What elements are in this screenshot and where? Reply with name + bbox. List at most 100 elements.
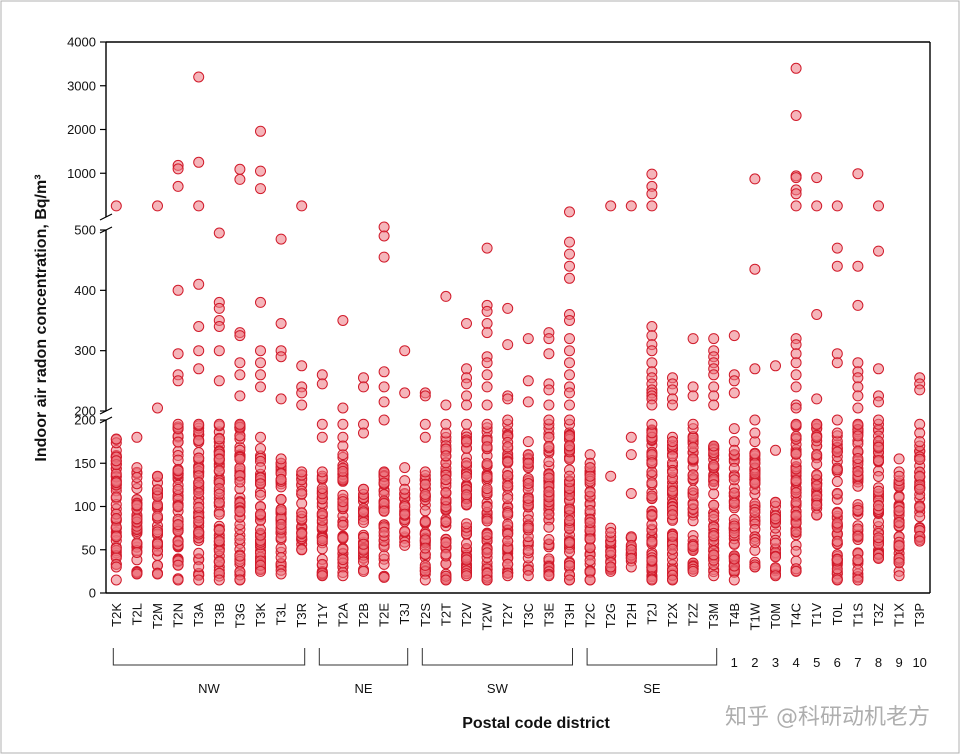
- data-point: [110, 513, 122, 524]
- data-point: [728, 487, 740, 499]
- outlier-point: [378, 381, 390, 393]
- data-point: [811, 509, 823, 521]
- data-point: [193, 561, 205, 573]
- data-point: [914, 535, 926, 547]
- outlier-point: [296, 399, 308, 411]
- data-point: [584, 486, 596, 498]
- data-point: [358, 565, 369, 577]
- outlier-point: [502, 393, 514, 405]
- data-point: [193, 515, 205, 527]
- data-point: [564, 546, 575, 558]
- data-point: [811, 480, 823, 492]
- x-category-label: T3K: [253, 603, 268, 627]
- data-point: [481, 501, 493, 513]
- data-point: [522, 544, 534, 556]
- outlier-point: [646, 357, 658, 369]
- y-tick-label: 100: [74, 499, 96, 514]
- outlier-point: [481, 305, 493, 317]
- data-point: [646, 574, 658, 586]
- outlier-point: [831, 242, 843, 254]
- outlier-point: [234, 330, 246, 342]
- data-point: [502, 558, 514, 570]
- data-point: [234, 506, 246, 518]
- y-axis-title: Indoor air radon concentration, Bq/m³: [33, 174, 50, 461]
- numbered-label: 1: [731, 655, 738, 670]
- data-point: [770, 496, 781, 508]
- outlier-point: [399, 387, 411, 399]
- outlier-point: [749, 263, 761, 275]
- outlier-point: [893, 557, 905, 569]
- outlier-point: [481, 327, 493, 339]
- data-point: [399, 508, 411, 520]
- data-point: [728, 574, 740, 586]
- data-point: [275, 494, 287, 505]
- x-category-label: T3P: [912, 603, 927, 627]
- x-category-label: T3R: [294, 603, 309, 628]
- data-point: [687, 499, 699, 511]
- data-point: [749, 468, 761, 480]
- data-point: [234, 574, 246, 586]
- group-label: NW: [198, 681, 220, 696]
- data-point: [749, 448, 761, 460]
- x-axis-title: Postal code district: [462, 715, 610, 732]
- data-point: [131, 513, 143, 525]
- outlier-point: [358, 381, 369, 393]
- data-point: [296, 528, 308, 540]
- data-points: [110, 62, 926, 586]
- data-point: [110, 433, 122, 445]
- outlier-point: [255, 125, 266, 137]
- data-point: [131, 462, 143, 474]
- data-point: [893, 516, 905, 528]
- outlier-point: [378, 396, 390, 408]
- data-point: [770, 513, 781, 525]
- data-point: [708, 549, 720, 561]
- outlier-point: [831, 200, 843, 212]
- data-point: [296, 544, 308, 556]
- outlier-point: [790, 62, 802, 74]
- outlier-point: [564, 399, 575, 411]
- data-point: [667, 574, 678, 586]
- x-category-label: T0M: [768, 603, 783, 629]
- data-point: [687, 469, 699, 481]
- outlier-point: [502, 302, 514, 314]
- data-point: [790, 565, 802, 577]
- outlier-point: [275, 351, 287, 363]
- outlier-point: [852, 357, 864, 369]
- data-point: [502, 493, 514, 505]
- data-point: [358, 506, 369, 518]
- outlier-point: [255, 183, 266, 195]
- data-point: [543, 456, 555, 468]
- data-point: [255, 431, 266, 443]
- data-point: [213, 545, 225, 557]
- outlier-point: [234, 357, 246, 369]
- outlier-point: [914, 483, 926, 495]
- outlier-point: [852, 168, 864, 180]
- data-point: [667, 509, 678, 521]
- x-category-label: T2H: [624, 603, 639, 628]
- data-point: [234, 533, 246, 545]
- data-point: [831, 535, 843, 547]
- outlier-point: [893, 470, 905, 482]
- data-point: [213, 433, 225, 445]
- data-point: [667, 543, 678, 555]
- outlier-point: [728, 423, 740, 435]
- x-category-label: T3H: [562, 603, 577, 628]
- data-point: [399, 539, 411, 551]
- outlier-point: [543, 333, 555, 345]
- x-category-label: T2L: [129, 603, 144, 625]
- x-category-label: T2Z: [686, 603, 701, 626]
- data-point: [790, 430, 802, 442]
- x-category-label: T1V: [809, 603, 824, 627]
- outlier-point: [522, 396, 534, 408]
- data-point: [687, 484, 699, 496]
- data-point: [234, 453, 246, 465]
- data-point: [852, 504, 864, 516]
- data-point: [543, 440, 555, 452]
- data-point: [646, 536, 658, 548]
- outlier-point: [296, 360, 308, 372]
- data-point: [667, 530, 678, 542]
- data-point: [110, 531, 122, 543]
- outlier-point: [213, 321, 225, 332]
